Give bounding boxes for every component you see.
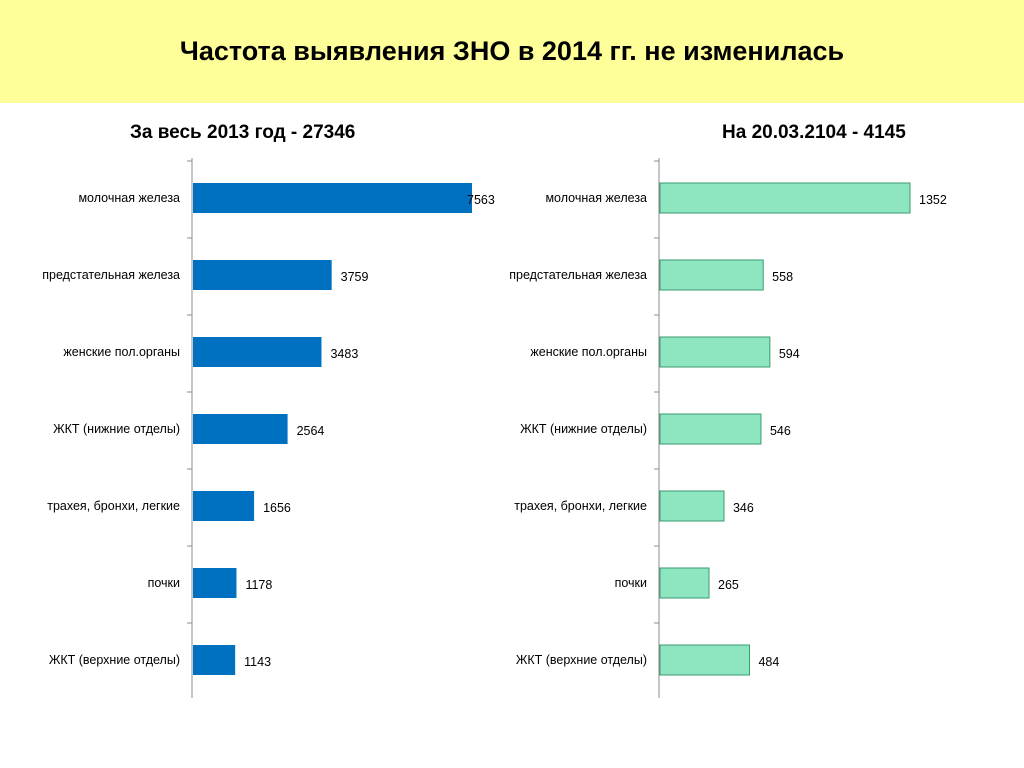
right-category-label: ЖКТ (верхние отделы) [516, 653, 647, 667]
right-value-label: 265 [718, 578, 739, 592]
left-bar [193, 414, 288, 444]
right-value-label: 594 [779, 347, 800, 361]
left-value-label: 1178 [245, 578, 272, 592]
right-category-label: ЖКТ (нижние отделы) [520, 422, 647, 436]
right-bar [659, 413, 762, 445]
left-chart-title: За весь 2013 год - 27346 [130, 122, 356, 143]
right-value-label: 346 [733, 501, 754, 515]
slide-title: Частота выявления ЗНО в 2014 гг. не изме… [179, 36, 845, 66]
left-category-label: почки [148, 576, 180, 590]
left-value-label: 1656 [263, 501, 291, 515]
left-value-label: 3759 [341, 270, 369, 284]
right-category-label: трахея, бронхи, легкие [514, 499, 647, 513]
left-category-label: ЖКТ (верхние отделы) [49, 653, 180, 667]
left-value-label: 3483 [330, 347, 358, 361]
left-category-label: трахея, бронхи, легкие [47, 499, 180, 513]
left-bar [193, 183, 472, 213]
right-bar [659, 336, 771, 368]
left-bar [193, 260, 332, 290]
left-value-label: 2564 [297, 424, 325, 438]
left-category-label: предстательная железа [42, 268, 180, 282]
right-value-label: 484 [758, 655, 779, 669]
left-bar [193, 337, 322, 367]
right-value-label: 546 [770, 424, 791, 438]
right-chart-title: На 20.03.2104 - 4145 [722, 122, 906, 143]
right-bar [659, 490, 725, 522]
right-value-label: 558 [772, 270, 793, 284]
right-category-label: женские пол.органы [530, 345, 647, 359]
right-value-label: 1352 [919, 193, 947, 207]
left-value-label: 1143 [244, 655, 271, 669]
left-category-label: молочная железа [78, 191, 180, 205]
right-bar [659, 182, 911, 214]
right-bar [659, 259, 764, 291]
left-value-label: 7563 [467, 193, 495, 207]
right-category-label: предстательная железа [509, 268, 647, 282]
right-category-label: молочная железа [545, 191, 647, 205]
left-bar [193, 645, 236, 675]
title-band [0, 0, 1024, 103]
right-bar [659, 567, 710, 599]
left-category-label: женские пол.органы [63, 345, 180, 359]
left-bar [193, 568, 237, 598]
right-category-label: почки [615, 576, 647, 590]
left-bar [193, 491, 255, 521]
left-category-label: ЖКТ (нижние отделы) [53, 422, 180, 436]
right-bar [659, 644, 750, 676]
